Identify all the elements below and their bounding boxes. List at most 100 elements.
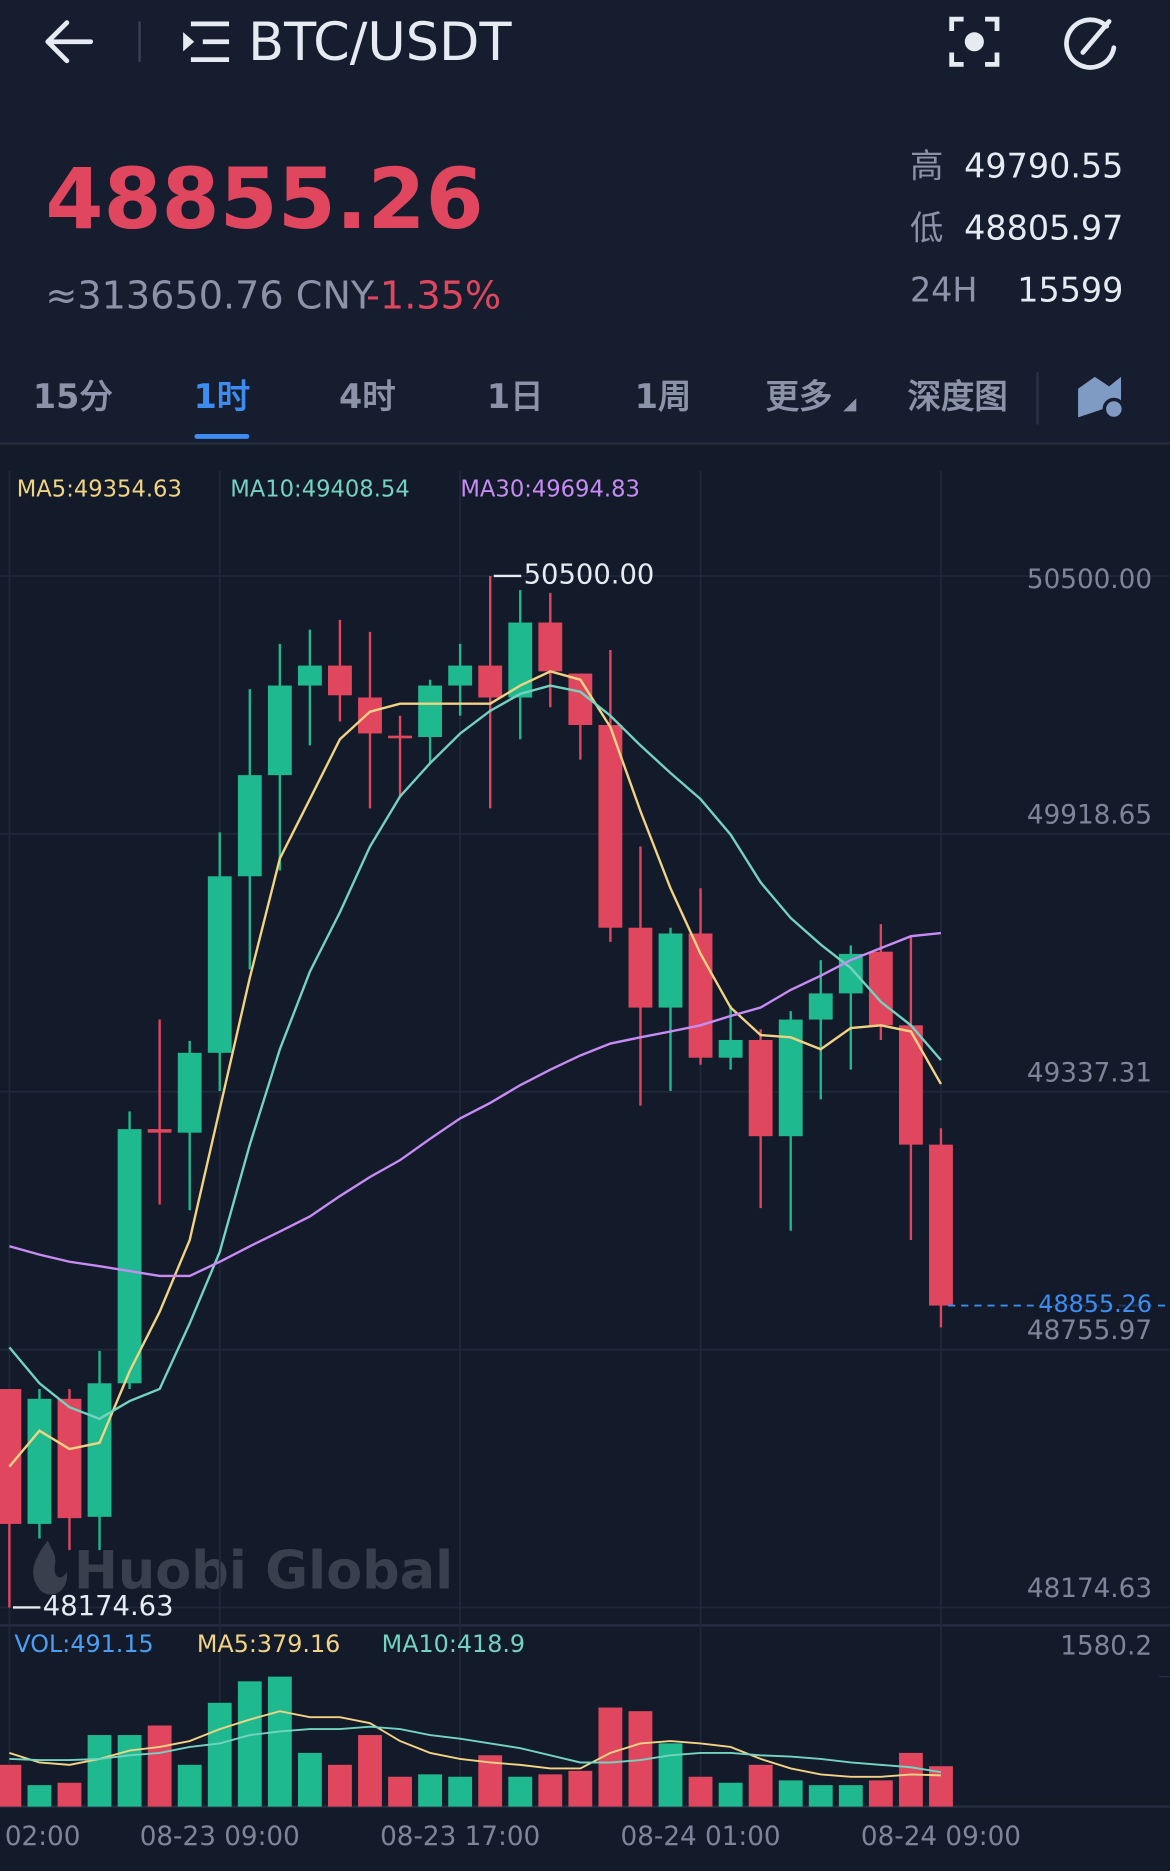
dropdown-triangle <box>843 398 857 412</box>
volume-bar <box>748 1764 773 1807</box>
volume-bar <box>358 1735 382 1807</box>
candle-body <box>418 685 443 737</box>
candle-body <box>808 993 833 1020</box>
candle-body <box>297 665 322 686</box>
tab[interactable]: 1日 <box>487 377 544 416</box>
candle-body <box>718 1039 743 1058</box>
volume-bar <box>297 1752 322 1807</box>
volume-ma-line <box>9 1725 942 1774</box>
tab[interactable]: 15分 <box>33 377 113 416</box>
volume-title: VOL:491.15 <box>14 1630 153 1658</box>
volume-bar <box>808 1785 833 1807</box>
tab[interactable]: 更多 <box>766 377 833 416</box>
volume-axis-label: 1580.2 <box>1060 1631 1152 1661</box>
volume-legend-entry: MA5:379.16 <box>197 1630 340 1658</box>
stat-value: 48805.97 <box>964 209 1123 248</box>
stat-label: 高 <box>910 147 943 186</box>
x-tick-label: 08-24 01:00 <box>621 1822 781 1852</box>
last-price-label: 48855.26 <box>1038 1290 1152 1318</box>
volume-bar <box>328 1764 352 1807</box>
volume-bar <box>898 1752 923 1807</box>
volume-bar <box>87 1735 112 1807</box>
x-tick-label: 02:00 <box>5 1822 81 1852</box>
x-tick-label: 08-23 17:00 <box>380 1822 540 1852</box>
tab-underline <box>194 434 250 439</box>
volume-bar <box>27 1785 52 1807</box>
interval-tabs: 15分 1时 4时 1日 1周 更多 深度图 <box>33 377 1008 439</box>
y-tick-label: 48174.63 <box>1027 1574 1152 1604</box>
volume-bar <box>478 1755 503 1807</box>
legend-entry: MA5:49354.63 <box>17 477 182 503</box>
last-price: 48855.26 <box>45 151 483 248</box>
candle-body <box>898 1025 923 1145</box>
volume-bar <box>388 1776 412 1807</box>
volume-bar <box>688 1776 713 1807</box>
y-tick-label: 49337.31 <box>1027 1058 1152 1088</box>
fullscreen-icon[interactable] <box>949 16 1000 67</box>
volume-bar <box>868 1780 893 1807</box>
volume-bar <box>538 1774 563 1807</box>
volume-bar <box>598 1707 623 1807</box>
ma-line <box>8 684 942 1421</box>
candle-body <box>778 1019 803 1137</box>
volume-bar <box>448 1776 473 1807</box>
candle-body <box>358 697 382 734</box>
stat-label: 24H <box>910 271 978 310</box>
candle-body <box>177 1052 202 1133</box>
tab[interactable]: 1时 <box>194 377 251 416</box>
back-button[interactable] <box>45 20 94 64</box>
tab[interactable]: 1周 <box>635 377 692 416</box>
watermark-text: Huobi Global <box>74 1541 453 1602</box>
legend-entry: MA10:49408.54 <box>230 477 410 503</box>
refresh-icon[interactable] <box>1064 17 1117 70</box>
volume-bar <box>778 1780 803 1807</box>
y-tick-label: 49918.65 <box>1027 800 1152 830</box>
stats: 高 49790.55 低 48805.97 24H 15599 <box>910 147 1123 310</box>
x-tick-label: 08-24 09:00 <box>861 1822 1021 1852</box>
volume-bar <box>267 1676 292 1807</box>
candle-body <box>207 876 232 1053</box>
volume-bar <box>568 1770 593 1807</box>
y-tick-label: 50500.00 <box>1027 565 1152 595</box>
price-change: -1.35% <box>366 274 501 318</box>
volume-bar <box>117 1735 142 1807</box>
menu-icon[interactable] <box>183 21 230 63</box>
candle-body <box>57 1398 82 1519</box>
stat-label: 低 <box>910 209 943 248</box>
tab[interactable]: 4时 <box>339 377 396 416</box>
extreme-label: 50500.00 <box>524 559 655 590</box>
volume-bar <box>718 1782 743 1807</box>
volume-bar <box>57 1782 82 1807</box>
candle-body <box>117 1129 142 1384</box>
volume-bar <box>237 1681 262 1807</box>
cny-price: ≈313650.76 CNY <box>45 274 374 318</box>
tab[interactable]: 深度图 <box>908 377 1008 416</box>
stat-value: 15599 <box>1017 271 1123 310</box>
stat-value: 49790.55 <box>964 147 1123 186</box>
volume-bar <box>929 1766 953 1807</box>
pair-title: BTC/USDT <box>248 12 512 73</box>
candle-body <box>478 665 503 698</box>
header-bg <box>0 0 1170 444</box>
candle-body <box>87 1383 112 1517</box>
volume-bar <box>418 1774 443 1807</box>
volume-bar <box>207 1702 232 1807</box>
last-price-bg <box>1033 1292 1157 1317</box>
watermark: Huobi Global <box>33 1540 453 1602</box>
volume-bar <box>0 1764 22 1807</box>
candle-body <box>267 685 292 776</box>
candle-body <box>568 673 593 726</box>
volume-bar <box>147 1725 172 1807</box>
candle-body <box>388 735 412 739</box>
volume-bar <box>658 1743 683 1807</box>
volume-ma-line <box>9 1710 941 1778</box>
volume-bar <box>838 1785 863 1807</box>
y-tick-label: 48755.97 <box>1027 1316 1152 1346</box>
candle-body <box>27 1398 52 1524</box>
chart-settings-icon[interactable] <box>1078 376 1126 421</box>
ma-line <box>9 931 942 1278</box>
volume-bar <box>508 1776 533 1807</box>
